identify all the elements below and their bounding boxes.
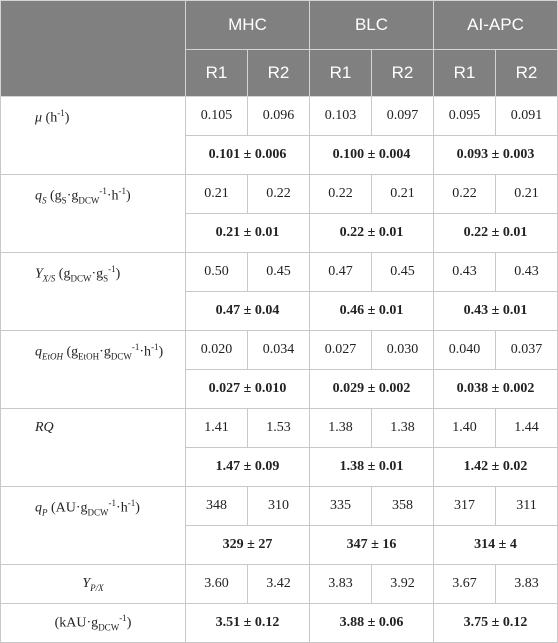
table-row: RQ 1.41 1.53 1.38 1.38 1.40 1.44 [0, 408, 558, 487]
value-cell: 0.105 [185, 96, 248, 136]
row-label-yxs: YX/S (gDCW·gS-1) [0, 252, 186, 331]
mean-cell: 1.47 ± 0.09 [185, 447, 310, 487]
mean-cell: 0.101 ± 0.006 [185, 135, 310, 175]
value-cell: 0.43 [433, 252, 497, 292]
header-group-mhc: MHC [185, 0, 310, 50]
header-run: R1 [309, 49, 372, 97]
header-row-groups: MHC BLC AI-APC [0, 0, 558, 97]
table-row-mean: 0.027 ± 0.010 0.029 ± 0.002 0.038 ± 0.00… [1, 369, 558, 409]
row-label-qs: qS (gS·gDCW-1·h-1) [0, 174, 186, 253]
row-label-rq: RQ [0, 408, 186, 487]
row-label-qetoh: qEtOH (gEtOH·gDCW-1·h-1) [0, 330, 186, 409]
mean-cell: 1.42 ± 0.02 [433, 447, 558, 487]
value-cell: 0.096 [247, 96, 310, 136]
value-cell: 1.38 [370, 408, 435, 448]
header-run: R2 [495, 49, 558, 97]
value-cell: 0.034 [247, 330, 310, 370]
table-row-mean: 0.101 ± 0.006 0.100 ± 0.004 0.093 ± 0.00… [1, 135, 558, 175]
mean-cell: 0.21 ± 0.01 [185, 213, 310, 253]
value-cell: 0.030 [370, 330, 435, 370]
value-cell: 0.020 [185, 330, 248, 370]
value-cell: 0.22 [433, 174, 497, 214]
value-cell: 3.83 [495, 564, 558, 604]
table-row-mean: (kAU·gDCW-1) 3.51 ± 0.12 3.88 ± 0.06 3.7… [0, 603, 558, 643]
value-cell: 0.22 [247, 174, 310, 214]
value-cell: 3.42 [247, 564, 310, 604]
value-cell: 3.92 [370, 564, 435, 604]
mean-cell: 3.75 ± 0.12 [433, 603, 558, 643]
header-group-blc: BLC [308, 0, 435, 50]
value-cell: 1.41 [185, 408, 248, 448]
value-cell: 0.21 [495, 174, 558, 214]
table-row-mean: 0.47 ± 0.04 0.46 ± 0.01 0.43 ± 0.01 [1, 291, 558, 331]
mean-cell: 329 ± 27 [185, 525, 310, 565]
mean-cell: 0.46 ± 0.01 [308, 291, 435, 331]
value-cell: 0.47 [309, 252, 372, 292]
table-row: qP (AU·gDCW-1·h-1) 348 310 335 358 317 3… [0, 486, 558, 565]
mean-cell: 0.093 ± 0.003 [433, 135, 558, 175]
header-run: R2 [370, 49, 435, 97]
value-cell: 0.22 [309, 174, 372, 214]
value-cell: 0.037 [495, 330, 558, 370]
table-row: qS (gS·gDCW-1·h-1) 0.21 0.22 0.22 0.21 0… [0, 174, 558, 253]
header-run: R2 [247, 49, 310, 97]
value-cell: 0.040 [433, 330, 497, 370]
mean-cell: 0.100 ± 0.004 [308, 135, 435, 175]
value-cell: 0.45 [247, 252, 310, 292]
mean-cell: 0.47 ± 0.04 [185, 291, 310, 331]
mean-cell: 0.029 ± 0.002 [308, 369, 435, 409]
table-row: YX/S (gDCW·gS-1) 0.50 0.45 0.47 0.45 0.4… [0, 252, 558, 331]
value-cell: 0.43 [495, 252, 558, 292]
header-corner [0, 0, 186, 97]
value-cell: 0.095 [433, 96, 497, 136]
table-row-mean: 1.47 ± 0.09 1.38 ± 0.01 1.42 ± 0.02 [1, 447, 558, 487]
mean-cell: 0.43 ± 0.01 [433, 291, 558, 331]
header-run: R1 [185, 49, 248, 97]
value-cell: 1.53 [247, 408, 310, 448]
row-label-mu: μ (h-1) [0, 96, 186, 175]
value-cell: 0.091 [495, 96, 558, 136]
value-cell: 310 [247, 486, 310, 526]
table-row-mean: 329 ± 27 347 ± 16 314 ± 4 [1, 525, 558, 565]
value-cell: 0.027 [309, 330, 372, 370]
value-cell: 3.67 [433, 564, 497, 604]
value-cell: 311 [495, 486, 558, 526]
mean-cell: 0.22 ± 0.01 [433, 213, 558, 253]
value-cell: 0.45 [370, 252, 435, 292]
value-cell: 317 [433, 486, 497, 526]
value-cell: 0.103 [309, 96, 372, 136]
header-row-runs: R1 R2 R1 R2 R1 R2 [1, 49, 558, 97]
value-cell: 3.83 [309, 564, 372, 604]
value-cell: 335 [309, 486, 372, 526]
mean-cell: 314 ± 4 [433, 525, 558, 565]
mean-cell: 0.038 ± 0.002 [433, 369, 558, 409]
value-cell: 3.60 [185, 564, 248, 604]
row-label-qp: qP (AU·gDCW-1·h-1) [0, 486, 186, 565]
value-cell: 1.40 [433, 408, 497, 448]
row-label-ypx: YP/X [0, 564, 186, 604]
mean-cell: 1.38 ± 0.01 [308, 447, 435, 487]
value-cell: 0.097 [370, 96, 435, 136]
header-group-ai-apc: AI-APC [433, 0, 558, 50]
header-run: R1 [433, 49, 497, 97]
value-cell: 358 [370, 486, 435, 526]
value-cell: 0.21 [185, 174, 248, 214]
mean-cell: 3.51 ± 0.12 [185, 603, 310, 643]
value-cell: 0.21 [370, 174, 435, 214]
mean-cell: 0.027 ± 0.010 [185, 369, 310, 409]
value-cell: 1.44 [495, 408, 558, 448]
value-cell: 348 [185, 486, 248, 526]
value-cell: 0.50 [185, 252, 248, 292]
row-label-ypx-unit: (kAU·gDCW-1) [0, 603, 186, 643]
mean-cell: 3.88 ± 0.06 [308, 603, 435, 643]
table-row: qEtOH (gEtOH·gDCW-1·h-1) 0.020 0.034 0.0… [0, 330, 558, 409]
mean-cell: 0.22 ± 0.01 [308, 213, 435, 253]
mean-cell: 347 ± 16 [308, 525, 435, 565]
value-cell: 1.38 [309, 408, 372, 448]
table-row: YP/X 3.60 3.42 3.83 3.92 3.67 3.83 [0, 564, 558, 604]
table-row: μ (h-1) 0.105 0.096 0.103 0.097 0.095 0.… [0, 96, 558, 175]
table-row-mean: 0.21 ± 0.01 0.22 ± 0.01 0.22 ± 0.01 [1, 213, 558, 253]
